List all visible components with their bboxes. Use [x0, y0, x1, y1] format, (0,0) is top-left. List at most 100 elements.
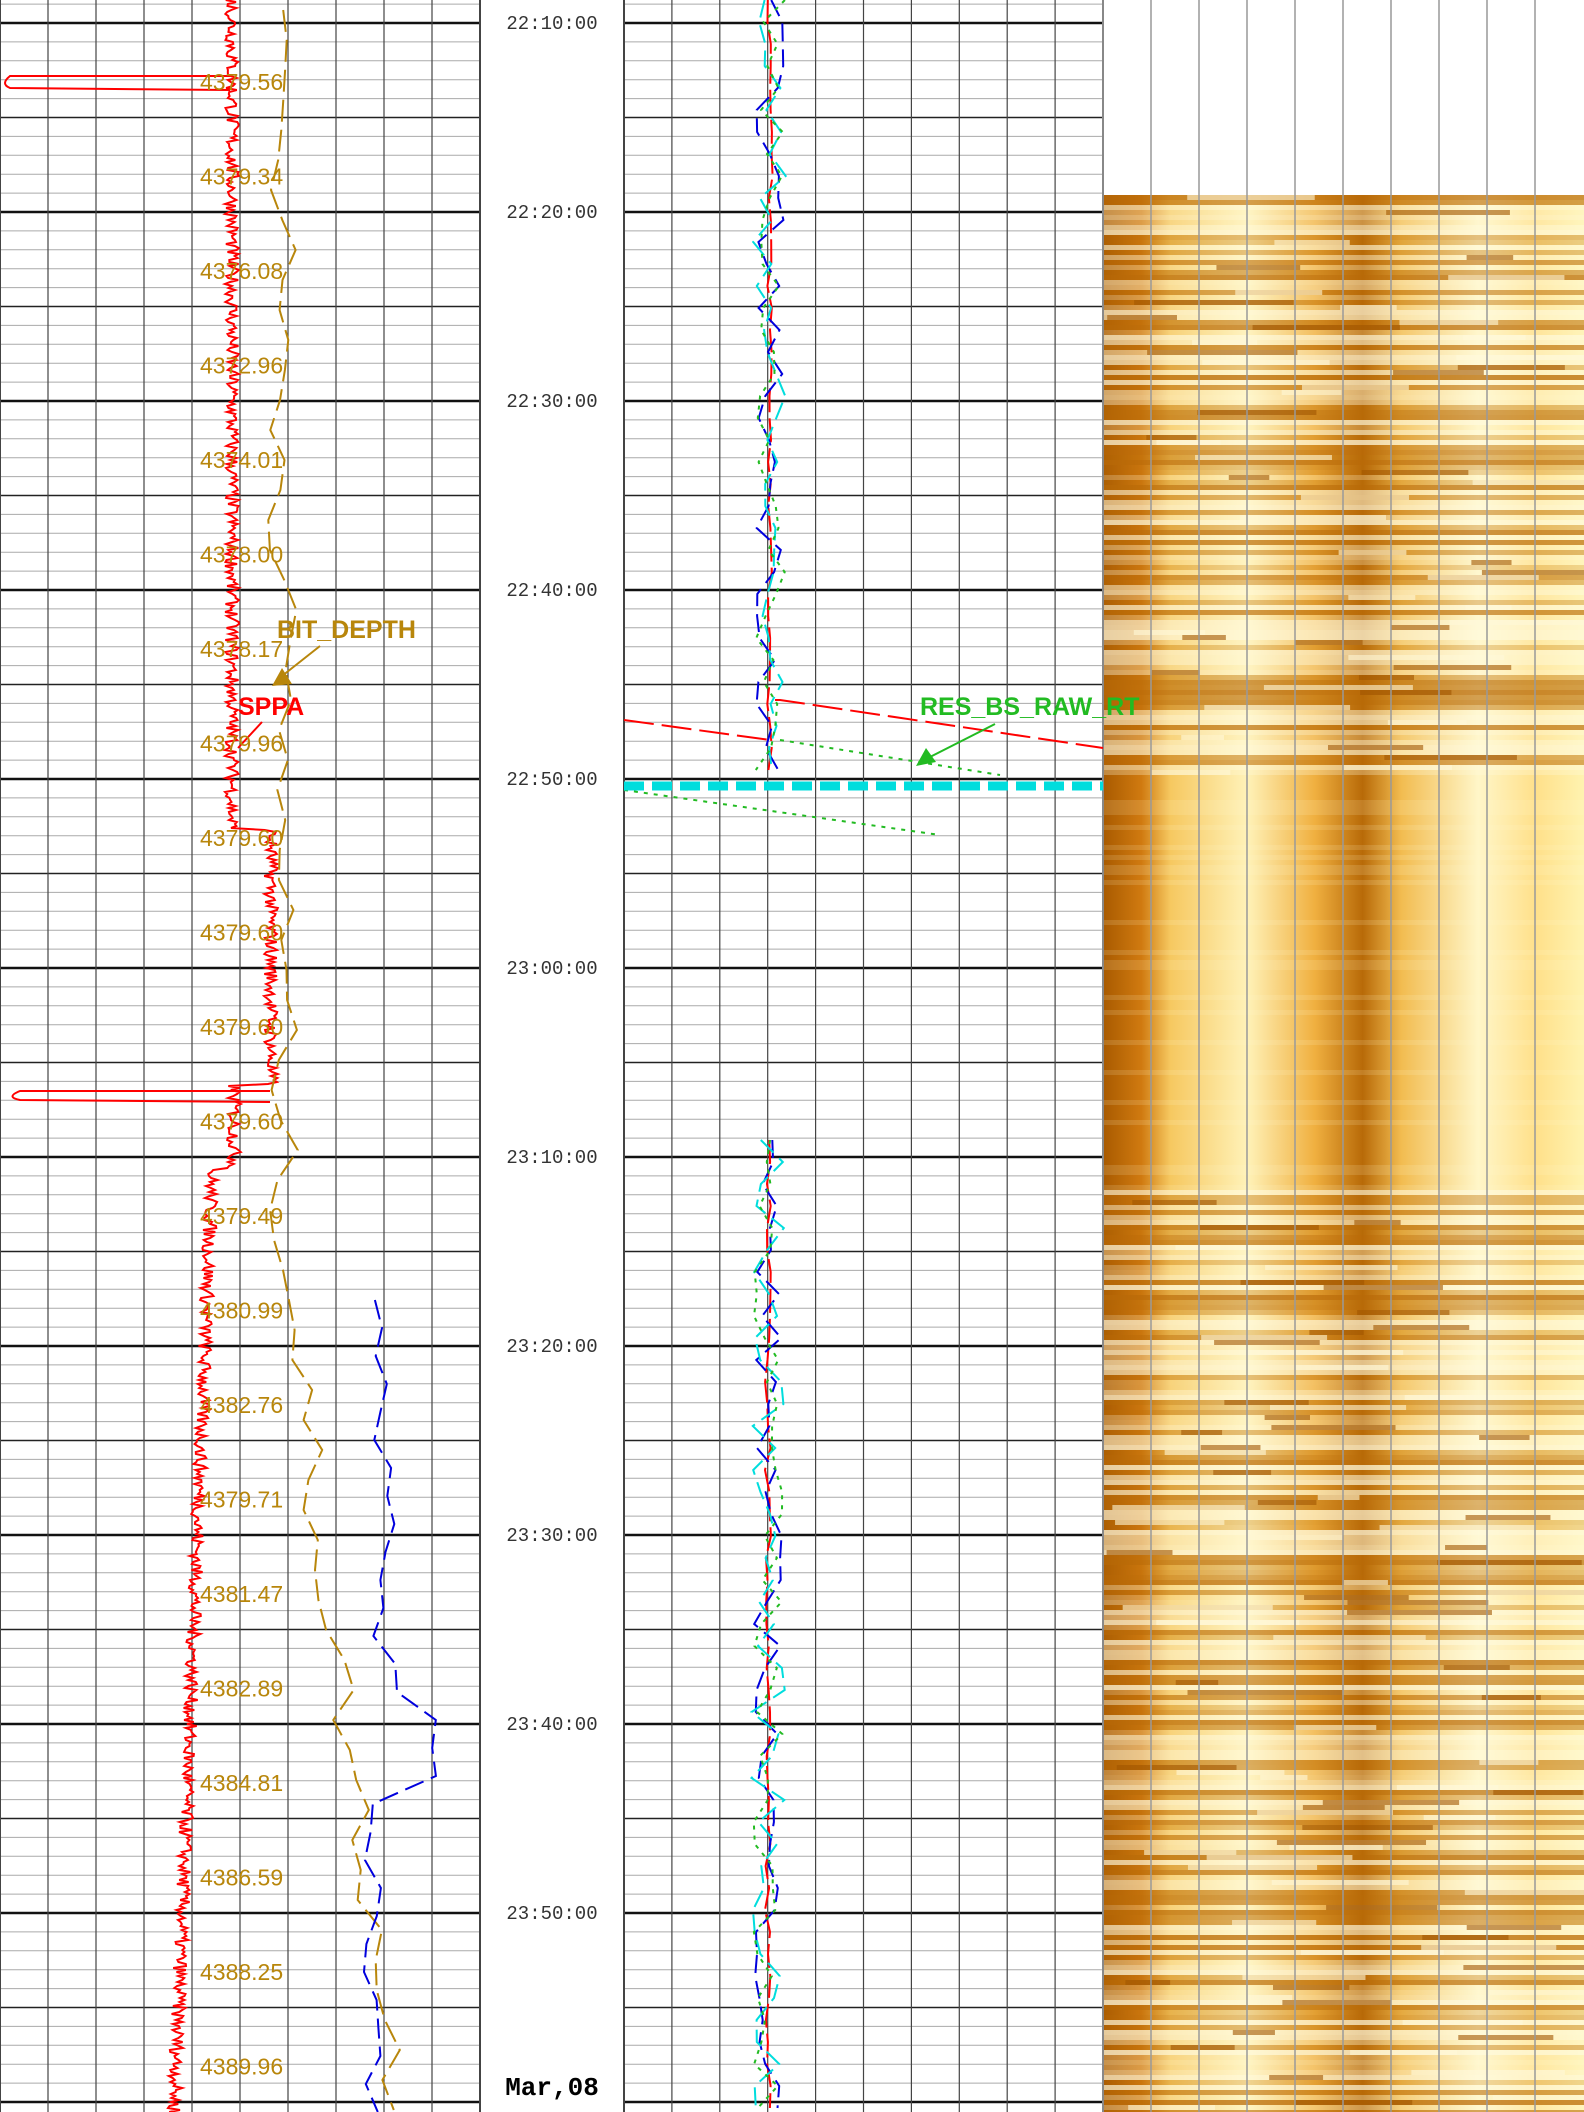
depth-label: 4379.56	[200, 69, 283, 95]
image-blob	[1224, 1400, 1309, 1405]
image-blob	[1343, 765, 1452, 770]
track2-curve	[763, 1139, 772, 2109]
image-blob	[1300, 495, 1410, 500]
arrow-head	[916, 748, 936, 766]
curve-label: BIT_DEPTH	[277, 616, 416, 644]
image-blob	[1323, 1285, 1443, 1290]
image-blob	[1481, 570, 1584, 575]
image-blob	[1281, 390, 1342, 395]
image-blob	[1265, 1265, 1398, 1270]
image-blob	[1195, 455, 1332, 460]
image-blob	[1422, 1935, 1509, 1940]
image-blob	[1232, 1920, 1317, 1925]
image-blob	[1338, 550, 1407, 555]
track2-curve	[752, 1139, 784, 2109]
depth-label: 4378.17	[200, 636, 283, 662]
arrow	[237, 721, 263, 749]
image-blob	[1175, 1680, 1219, 1685]
track2-curve	[755, 0, 785, 771]
image-blob	[1170, 2045, 1235, 2050]
depth-label: 4376.08	[200, 258, 283, 284]
image-blob	[1456, 355, 1584, 360]
image-blob	[1213, 1470, 1272, 1475]
image-blob	[1146, 435, 1197, 440]
image-blob	[1472, 480, 1584, 485]
date-label: Mar,08	[505, 2073, 599, 2103]
time-label: 22:10:00	[506, 13, 597, 35]
image-blob	[1182, 635, 1226, 640]
image-blob	[1386, 210, 1510, 215]
image-blob	[1187, 1865, 1318, 1870]
image-blob	[1282, 2000, 1392, 2005]
image-blob	[1246, 1995, 1293, 2000]
image-blob	[1271, 1880, 1409, 1885]
image-blob	[1357, 1310, 1450, 1315]
image-blob	[1235, 290, 1323, 295]
image-blob	[1133, 630, 1206, 635]
image-blob	[1257, 1810, 1393, 1815]
depth-label: 4378.00	[200, 542, 283, 568]
image-blob	[1479, 1435, 1530, 1440]
image-blob	[1354, 1220, 1401, 1225]
image-blob	[1465, 605, 1512, 610]
image-blob	[1489, 1990, 1584, 1995]
image-blob	[1150, 770, 1231, 775]
image-blob	[1396, 1785, 1499, 1790]
image-blob	[1242, 1975, 1366, 1980]
grid	[0, 0, 1104, 2112]
blue-curve	[362, 1299, 437, 2112]
image-blob	[1228, 475, 1270, 480]
image-blob	[1257, 1500, 1317, 1505]
image-blob	[1156, 440, 1221, 445]
image-blob	[1273, 1635, 1426, 1640]
image-blob	[1457, 365, 1565, 370]
image-blob	[1144, 1850, 1237, 1855]
image-blob	[1240, 1280, 1365, 1285]
res-curve	[623, 739, 1001, 836]
bit-depth-curve	[267, 9, 401, 2111]
image-blob	[1192, 340, 1258, 345]
image-track	[1102, 0, 1584, 2112]
arrow	[927, 723, 996, 759]
time-label: 23:30:00	[506, 1525, 597, 1547]
image-blob	[1350, 2050, 1458, 2055]
image-blob	[1181, 735, 1225, 740]
image-blob	[1271, 1425, 1396, 1430]
image-blob	[1309, 1330, 1364, 1335]
image-blob	[1481, 1695, 1541, 1700]
image-blob	[1348, 655, 1505, 660]
image-blob	[1443, 1665, 1510, 1670]
image-blob	[1232, 2030, 1275, 2035]
image-blob	[1402, 2020, 1523, 2025]
image-blob	[1240, 515, 1387, 520]
image-blob	[1214, 1340, 1320, 1345]
res-curve	[623, 699, 1104, 749]
image-blob	[1358, 675, 1415, 680]
image-blob	[1115, 1520, 1225, 1525]
image-blob	[1252, 325, 1400, 330]
image-blob	[1273, 1985, 1350, 1990]
image-blob	[1340, 305, 1397, 310]
depth-label: 4379.71	[200, 1487, 283, 1513]
image-blob	[1347, 1610, 1492, 1615]
image-blob	[1302, 1805, 1385, 1810]
image-blob	[1390, 625, 1450, 630]
image-blob	[1348, 595, 1416, 600]
image-blob	[1373, 1325, 1470, 1330]
image-blob	[1147, 350, 1298, 355]
depth-label: 4379.60	[200, 825, 283, 851]
image-blob	[1181, 1430, 1223, 1435]
curve-label: SPPA	[238, 693, 304, 721]
image-blob	[1479, 1760, 1539, 1765]
image-blob	[1300, 1950, 1444, 1955]
depth-label: 4382.76	[200, 1392, 283, 1418]
image-blob	[1301, 385, 1409, 390]
time-label: 22:20:00	[506, 202, 597, 224]
image-blob	[1276, 1840, 1427, 1845]
sppa-spike	[11, 1090, 271, 1103]
image-blob	[1466, 1925, 1562, 1930]
image-blob	[1387, 720, 1467, 725]
track2-curve	[749, 1139, 786, 2109]
time-label: 23:20:00	[506, 1336, 597, 1358]
depth-label: 4379.60	[200, 920, 283, 946]
